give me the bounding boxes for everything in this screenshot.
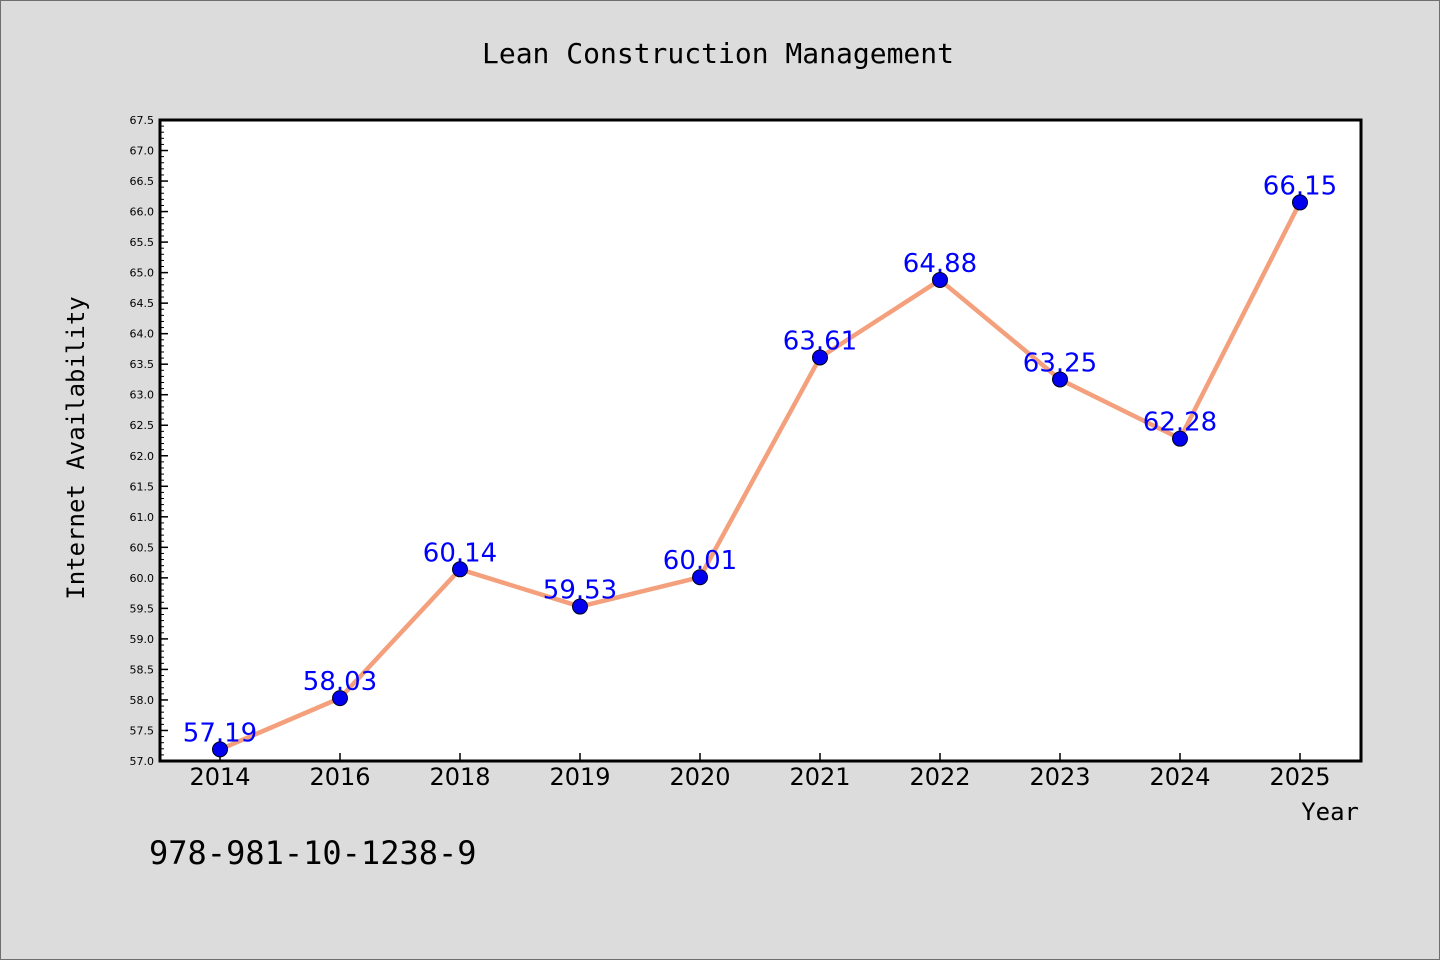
data-label: 57.19: [183, 718, 257, 748]
data-point: [332, 690, 348, 707]
data-point: [452, 561, 468, 578]
data-label: 63.25: [1023, 348, 1097, 378]
x-tick-label: 2022: [909, 763, 970, 791]
chart-title: Lean Construction Management: [482, 37, 954, 70]
y-tick-label: 63.0: [130, 389, 155, 402]
y-tick-label: 59.0: [130, 633, 155, 646]
y-tick-label: 61.0: [130, 511, 155, 524]
series-line: [212, 194, 1308, 758]
y-tick-label: 67.5: [130, 114, 155, 127]
x-axis-title: Year: [1301, 798, 1359, 826]
y-tick-label: 64.0: [130, 328, 155, 341]
data-label: 62.28: [1143, 408, 1217, 438]
x-tick-label: 2020: [669, 763, 730, 791]
x-axis: 2014 2016 2018 2019 2020 2021 2022 2023 2024 2025: [189, 753, 1331, 791]
data-point: [572, 598, 588, 615]
y-tick-label: 62.0: [130, 450, 155, 463]
series-line-path: [219, 201, 1303, 752]
data-label: 60.14: [423, 538, 497, 568]
data-point: [1172, 430, 1188, 447]
x-tick-label: 2018: [429, 763, 490, 791]
x-tick-label: 2021: [789, 763, 850, 791]
x-tick-label: 2014: [189, 763, 250, 791]
x-tick-label: 2023: [1029, 763, 1090, 791]
y-tick-label: 66.5: [130, 175, 155, 188]
y-tick-label: 59.5: [130, 602, 155, 615]
y-axis-title: Internet Availability: [62, 296, 90, 599]
x-tick-label: 2024: [1149, 763, 1210, 791]
data-point: [1052, 371, 1068, 388]
plot-area: [158, 118, 1363, 763]
data-label: 63.61: [783, 326, 857, 356]
y-tick-label: 60.5: [130, 541, 155, 554]
data-point: [692, 569, 708, 586]
x-tick-label: 2019: [549, 763, 610, 791]
data-labels: 57.19 58.03 60.14 59.53 60.01 63.61 64.88 63.25…: [183, 171, 1337, 748]
y-tick-label: 67.0: [130, 145, 155, 158]
x-tick-label: 2016: [309, 763, 370, 791]
y-tick-label: 65.5: [130, 236, 155, 249]
data-point: [812, 349, 828, 366]
y-tick-label: 63.5: [130, 358, 155, 371]
data-point: [212, 741, 228, 758]
y-tick-label: 65.0: [130, 267, 155, 280]
y-tick-label: 60.0: [130, 572, 155, 585]
y-tick-label: 57.0: [130, 755, 155, 768]
data-label: 64.88: [903, 249, 977, 279]
isbn-footer: 978-981-10-1238-9: [149, 834, 477, 872]
y-tick-label: 58.0: [130, 694, 155, 707]
y-tick-label: 64.5: [130, 297, 155, 310]
data-point: [1292, 194, 1308, 211]
data-label: 60.01: [663, 546, 737, 576]
data-label: 58.03: [303, 667, 377, 697]
y-axis: 57.0 57.5 58.0 58.5 59.0 59.5 60.0 60.5 61.0 61.5…: [130, 114, 168, 768]
y-tick-label: 62.5: [130, 419, 155, 432]
data-label: 59.53: [543, 576, 617, 606]
y-tick-label: 61.5: [130, 480, 155, 493]
y-tick-label: 58.5: [130, 663, 155, 676]
data-point: [932, 271, 948, 288]
x-tick-label: 2025: [1269, 763, 1330, 791]
y-tick-label: 57.5: [130, 724, 155, 737]
y-tick-label: 66.0: [130, 206, 155, 219]
data-label: 66.15: [1263, 171, 1337, 201]
